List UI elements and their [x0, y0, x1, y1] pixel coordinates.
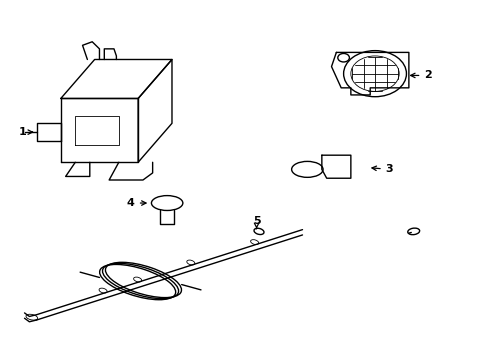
Text: 4: 4 [127, 198, 146, 208]
Text: 1: 1 [18, 127, 32, 137]
Text: 3: 3 [371, 165, 392, 174]
Text: 5: 5 [252, 216, 260, 229]
Text: 2: 2 [410, 71, 431, 80]
